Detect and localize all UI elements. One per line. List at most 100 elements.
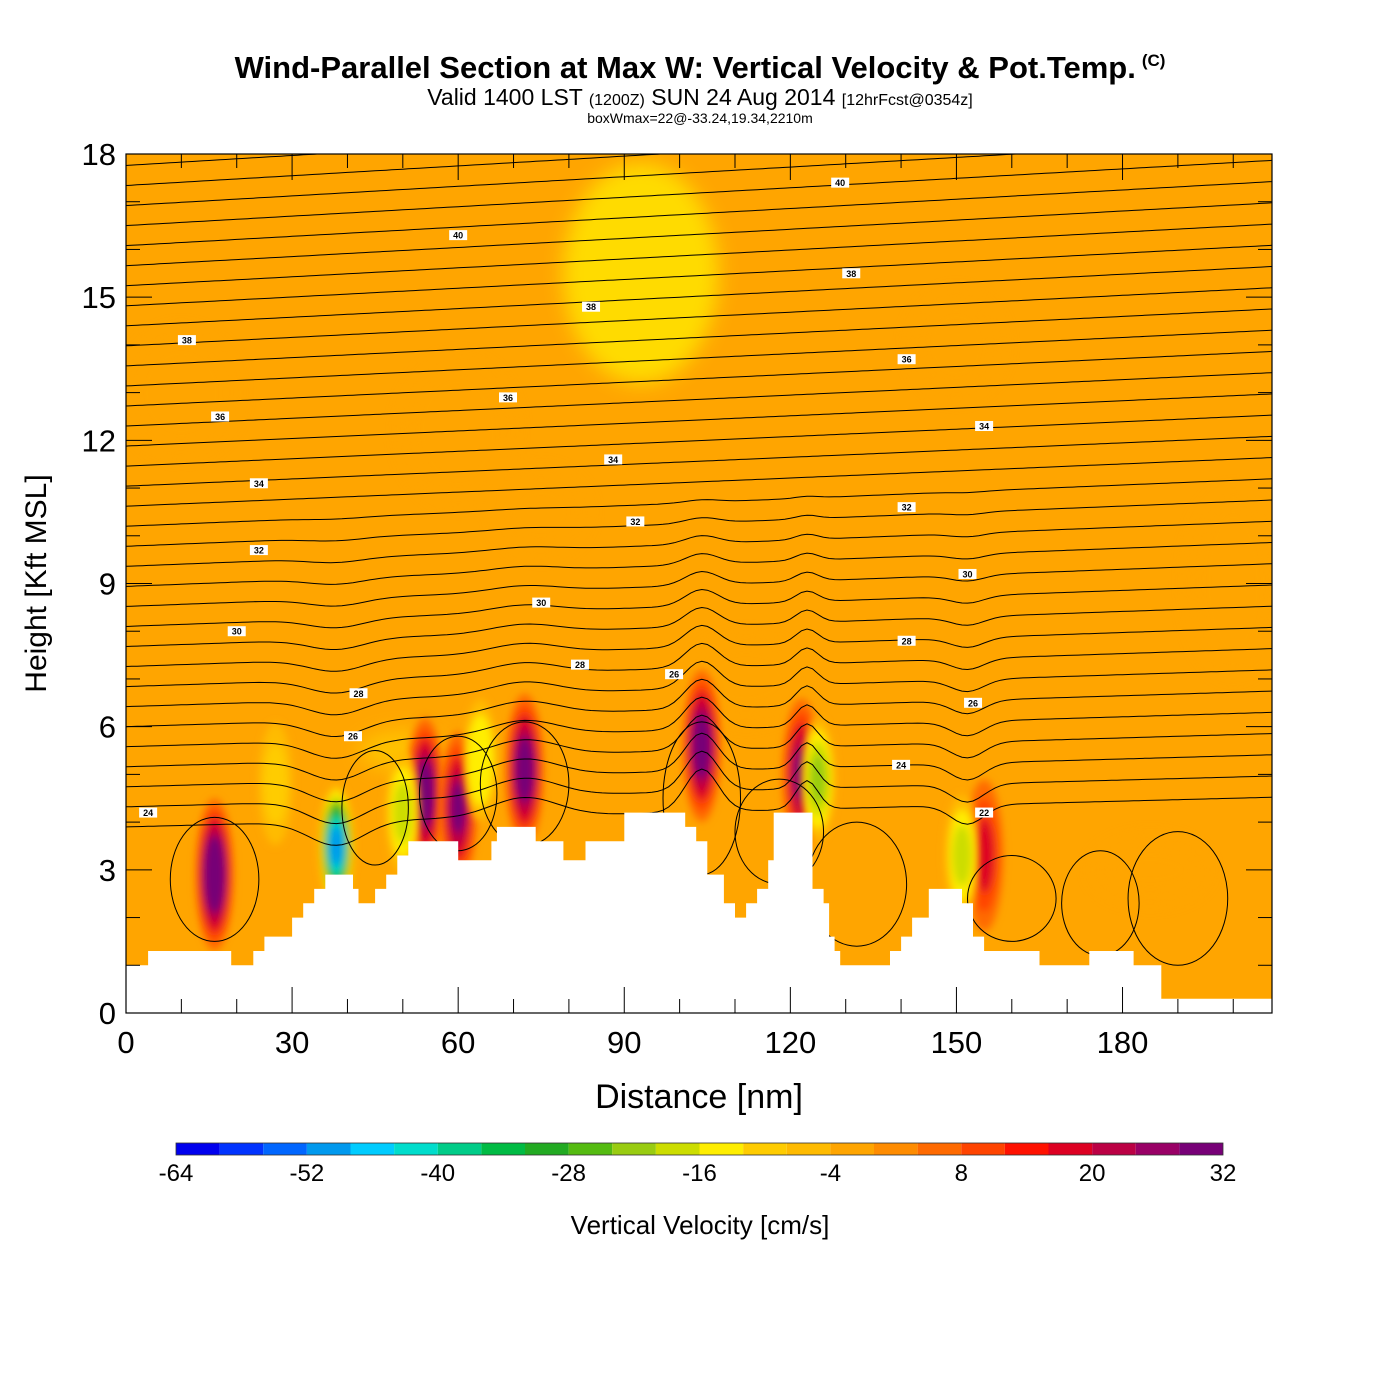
contour-label: 32: [626, 516, 645, 527]
chart-note: boxWmax=22@-33.24,19.34,2210m: [587, 110, 813, 126]
contour-label: 36: [897, 354, 916, 365]
contour-label-bg: [532, 597, 551, 608]
contour-label-text: 40: [453, 231, 463, 241]
contour-label-text: 38: [586, 302, 596, 312]
downdraft-level: [393, 782, 413, 844]
colorbar-tick-label: -4: [820, 1160, 841, 1187]
colorbar-swatch: [699, 1143, 744, 1155]
contour-label: 34: [249, 478, 268, 489]
isentrope-line: [126, 350, 1272, 407]
colorbar-swatch: [568, 1143, 613, 1155]
updraft-core: [505, 693, 544, 846]
contour-label: 32: [249, 545, 268, 556]
updraft-core: [195, 798, 234, 951]
y-tick-label: 18: [82, 137, 116, 172]
y-tick-label: 0: [99, 996, 116, 1031]
isentrope-line: [126, 605, 1272, 650]
downdraft-level: [952, 825, 972, 886]
isentrope-line: [126, 750, 1272, 825]
contour-label-text: 28: [902, 636, 912, 646]
contour-label-bg: [897, 354, 916, 365]
contour-label: 26: [343, 731, 362, 742]
updraft-level: [418, 770, 432, 817]
isentrope-line: [126, 287, 1272, 347]
isentrope-line: [126, 159, 1272, 227]
colorbar-swatch: [1004, 1143, 1049, 1155]
isentrope-line: [126, 266, 1272, 327]
contour-label: 38: [582, 301, 601, 312]
contour-label-text: 22: [979, 808, 989, 818]
colorbar-swatch: [394, 1143, 438, 1155]
contour-label: 38: [177, 335, 196, 346]
contour-label-bg: [897, 502, 916, 513]
field-band: [496, 471, 586, 552]
colorbar-swatch: [437, 1143, 482, 1155]
contour-label-text: 30: [962, 569, 972, 579]
isentrope-line: [126, 478, 1272, 527]
downdraft-level: [471, 729, 490, 791]
contour-label: 38: [842, 268, 861, 279]
contour-label-text: 26: [348, 732, 358, 742]
isentrope-line: [126, 435, 1272, 487]
isentrope-line: [126, 414, 1272, 467]
contour-label: 40: [831, 177, 850, 188]
contour-label: 28: [349, 688, 368, 699]
x-tick-label: 60: [441, 1025, 475, 1060]
closed-contour: [169, 816, 260, 942]
isentrope-line: [126, 660, 1272, 716]
colorbar-swatch: [917, 1143, 962, 1155]
contour-label: 34: [975, 421, 994, 432]
contour-label-bg: [449, 230, 468, 241]
downdraft-core: [801, 718, 836, 841]
colorbar-swatch: [1179, 1143, 1223, 1155]
field-band: [690, 638, 802, 719]
contour-label: 32: [897, 502, 916, 513]
colorbar-tick-label: -52: [290, 1160, 325, 1187]
contour-label-bg: [570, 659, 589, 670]
downdraft-level: [331, 830, 342, 862]
contour-label-text: 32: [254, 546, 264, 556]
contour-label: 34: [604, 454, 623, 465]
updraft-core: [682, 669, 721, 822]
contour-label-text: 34: [979, 422, 989, 432]
isentrope-line: [126, 768, 1272, 846]
contour-label: 24: [139, 807, 158, 818]
y-tick-label: 15: [82, 280, 116, 315]
contour-label-bg: [343, 731, 362, 742]
contour-label-text: 30: [536, 598, 546, 608]
colorbar-swatch: [1048, 1143, 1093, 1155]
subtitle-date: SUN 24 Aug 2014: [651, 84, 836, 110]
y-tick-label: 3: [99, 853, 116, 888]
isentrope-line: [126, 563, 1272, 607]
isentrope-line: [126, 584, 1272, 629]
terrain: [126, 812, 1272, 1013]
colorbar-tick-label: 20: [1079, 1160, 1106, 1187]
contour-label: 36: [211, 411, 230, 422]
contour-label: 36: [499, 392, 517, 403]
isentrope-line: [126, 154, 1025, 206]
contour-label: 30: [958, 568, 977, 579]
colorbar-swatch: [830, 1143, 874, 1155]
weak-field-structure: [126, 163, 1272, 900]
colorbar-tick-label: -40: [420, 1160, 455, 1187]
colorbar-swatch: [525, 1143, 569, 1155]
updraft-level: [450, 781, 466, 834]
contour-label-text: 28: [575, 660, 585, 670]
colorbar-tick-label: 8: [955, 1160, 968, 1187]
contour-label: 28: [897, 635, 916, 646]
contour-label: 22: [975, 807, 994, 818]
subtitle-utc: (1200Z): [588, 92, 645, 109]
colorbar-frame: [175, 1142, 1224, 1156]
copyright-mark: (C): [1141, 51, 1166, 70]
contour-label-bg: [349, 688, 368, 699]
contour-label-text: 26: [669, 670, 679, 680]
isentrope-line: [126, 542, 1272, 587]
colorbar-swatch: [219, 1143, 264, 1155]
chart-title: Wind-Parallel Section at Max W: Vertical…: [0, 50, 1400, 86]
contour-label-bg: [964, 697, 983, 708]
colorbar-tick-label: 32: [1210, 1160, 1237, 1187]
contour-label-text: 24: [896, 760, 906, 770]
isentrope-line: [126, 329, 1272, 387]
colorbar-swatch: [176, 1143, 220, 1155]
downdraft-core: [944, 794, 979, 917]
